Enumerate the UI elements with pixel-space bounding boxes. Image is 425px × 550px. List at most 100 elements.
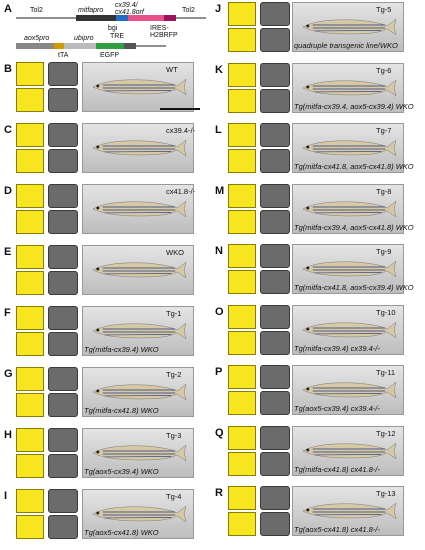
panel-tag: Tg-4 (166, 492, 182, 501)
fish-photo (292, 2, 404, 52)
panel-label-q: Q (215, 426, 224, 439)
panel-caption: Tg(aox5-cx39.4) cx39.4-/- (294, 404, 380, 413)
fish-photo (82, 306, 194, 356)
panel-tag: WT (166, 65, 178, 74)
panel-label-i: I (4, 490, 8, 502)
panel-label-d: D (4, 185, 12, 197)
gap-junction-schematic (228, 486, 290, 536)
panel-tag: Tg-11 (376, 368, 396, 377)
zebrafish-image (92, 322, 187, 340)
label-bgi: bgi (108, 25, 118, 32)
panel-label-a: A (4, 3, 12, 15)
zebrafish-image (302, 139, 397, 157)
panel-caption: Tg(mitfa-cx41.8) cx41.8-/- (294, 464, 380, 474)
gap-junction-schematic (16, 428, 78, 478)
label-tol2-left: Tol2 (30, 7, 43, 14)
gap-junction-schematic (228, 2, 290, 52)
zebrafish-image (92, 261, 187, 279)
fish-photo (292, 486, 404, 536)
label-aox5pro: aox5pro (24, 35, 50, 42)
panel-caption: Tg(aox5-cx41.8) cx41.8-/- (294, 525, 380, 534)
panel-tag: WKO (166, 248, 184, 257)
fish-photo (82, 123, 194, 173)
fish-photo (292, 62, 404, 113)
label-tol2-right: Tol2 (182, 7, 195, 14)
label-tta: tTA (58, 52, 69, 59)
gap-junction-schematic (16, 62, 78, 112)
panel-tag: Tg-12 (376, 428, 396, 438)
panel-caption: Tg(aox5-cx39.4) WKO (84, 467, 159, 476)
label-tre: TRE (110, 33, 124, 40)
label-ubipro: ubipro (74, 35, 94, 42)
zebrafish-image (302, 79, 397, 96)
gap-junction-schematic (228, 304, 290, 355)
scale-bar (160, 108, 200, 110)
panel-caption: Tg(mitfa-cx39.4) WKO (84, 345, 159, 354)
gap-junction-schematic (228, 365, 290, 415)
gap-junction-schematic (16, 123, 78, 173)
zebrafish-image (92, 78, 187, 96)
zebrafish-image (302, 200, 397, 217)
gap-junction-schematic (16, 306, 78, 356)
panel-label-k: K (215, 63, 223, 76)
panel-label-g: G (4, 368, 13, 380)
panel-label-r: R (215, 487, 223, 499)
gap-junction-schematic (228, 425, 290, 476)
panel-label-m: M (215, 184, 225, 197)
panel-label-c: C (4, 124, 12, 136)
panel-tag: Tg-8 (376, 186, 392, 196)
fish-photo (292, 304, 404, 355)
label-ires-h2brfp: IRES- H2BRFP (150, 25, 178, 40)
panel-caption: Tg(mitfa-cx39.4) cx39.4-/- (294, 343, 380, 353)
zebrafish-image (302, 502, 397, 520)
gap-junction-schematic (16, 245, 78, 295)
fish-photo (82, 489, 194, 539)
fish-photo (292, 183, 404, 234)
fish-photo (292, 425, 404, 476)
panel-tag: Tg-10 (376, 307, 396, 317)
panel-label-n: N (215, 245, 223, 257)
panel-tag: Tg-3 (166, 431, 182, 440)
panel-caption: Tg(mitfa-cx41.8, aox5-cx39.4) WKO (294, 283, 414, 292)
gap-junction-schematic (16, 184, 78, 234)
panel-label-f: F (4, 307, 11, 319)
zebrafish-image (302, 381, 397, 399)
label-mitfapro: mitfapro (78, 7, 104, 14)
panel-caption: Tg(aox5-cx41.8) WKO (84, 528, 159, 537)
gap-junction-schematic (228, 244, 290, 294)
fish-photo (82, 245, 194, 295)
zebrafish-image (302, 442, 397, 459)
panel-tag: Tg-5 (376, 5, 392, 14)
gap-junction-schematic (16, 489, 78, 539)
fish-photo (292, 365, 404, 415)
gap-junction-schematic (228, 62, 290, 113)
construct-diagram (16, 15, 206, 49)
zebrafish-image (92, 505, 187, 523)
panel-caption: Tg(mitfa-cx41.8, aox5-cx41.8) WKO (294, 162, 414, 171)
panel-tag: Tg-9 (376, 247, 392, 256)
fish-photo (82, 428, 194, 478)
panel-tag: cx41.8-/- (166, 187, 196, 196)
panel-label-h: H (4, 429, 12, 441)
panel-caption: Tg(mitfa-cx39.4, aox5-cx41.8) WKO (294, 222, 414, 232)
fish-photo (82, 367, 194, 417)
zebrafish-image (302, 321, 397, 338)
zebrafish-image (302, 260, 397, 278)
fish-photo (292, 123, 404, 173)
gap-junction-schematic (16, 367, 78, 417)
panel-tag: Tg-2 (166, 370, 182, 379)
panel-caption: Tg(mitfa-cx41.8) WKO (84, 406, 159, 415)
panel-tag: Tg-13 (376, 489, 396, 498)
gap-junction-schematic (228, 123, 290, 173)
zebrafish-image (92, 383, 187, 401)
panel-label-j: J (215, 3, 222, 15)
panel-tag: cx39.4-/- (166, 126, 196, 135)
fish-photo (82, 184, 194, 234)
panel-tag: Tg-6 (376, 65, 392, 75)
zebrafish-image (302, 18, 397, 36)
panel-tag: Tg-7 (376, 126, 392, 135)
panel-caption: Tg(mitfa-cx39.4, aox5-cx39.4) WKO (294, 101, 414, 111)
panel-tag: Tg-1 (166, 309, 182, 318)
panel-label-e: E (4, 246, 12, 258)
panel-label-l: L (215, 124, 222, 136)
